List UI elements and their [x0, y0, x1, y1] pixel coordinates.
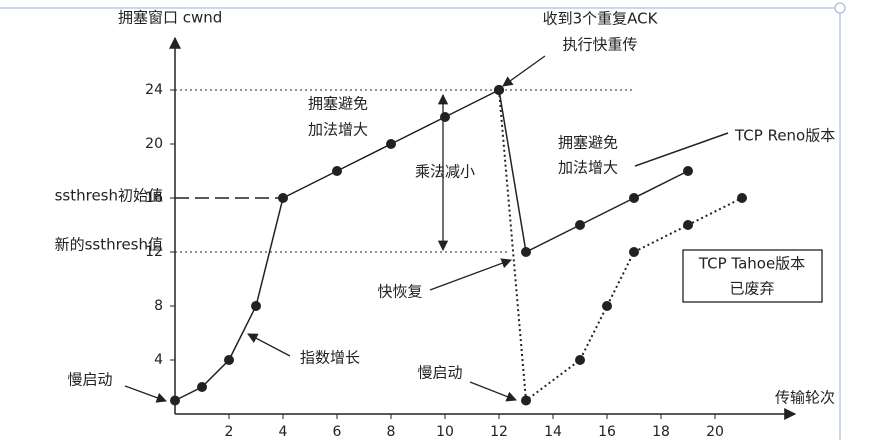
- annotation: 慢启动: [417, 364, 462, 382]
- y-tick-label: 12: [145, 244, 163, 260]
- annotation: 拥塞避免: [308, 95, 368, 113]
- annotation: 加法增大: [308, 121, 368, 139]
- x-tick-label: 14: [544, 424, 562, 440]
- data-point: [440, 112, 450, 122]
- y-tick-label: 4: [154, 352, 163, 368]
- legend-label: TCP Reno版本: [734, 127, 835, 145]
- data-point: [602, 301, 612, 311]
- data-point: [575, 220, 585, 230]
- arrow: [502, 55, 546, 87]
- data-point: [521, 395, 531, 406]
- x-tick-label: 8: [387, 424, 396, 440]
- annotation: 加法增大: [558, 159, 618, 177]
- x-tick-label: 6: [333, 424, 342, 440]
- reno-extension: [634, 132, 729, 167]
- arrow: [469, 381, 517, 402]
- annotation: 乘法减小: [415, 163, 475, 181]
- x-tick-label: 16: [598, 424, 616, 440]
- frame-handle: [834, 2, 846, 14]
- annotation: 慢启动: [67, 371, 112, 389]
- data-point: [683, 166, 693, 176]
- y-tick-label: 8: [154, 298, 163, 314]
- x-tick-label: 10: [436, 424, 454, 440]
- y-axis-label: 拥塞窗口 cwnd: [118, 9, 222, 27]
- data-point: [575, 355, 585, 365]
- data-point: [197, 382, 207, 392]
- series-line: [498, 89, 743, 403]
- annotation: 指数增长: [300, 349, 360, 367]
- annotation: 快恢复: [377, 283, 422, 301]
- data-point: [386, 139, 396, 149]
- tahoe-box: [682, 249, 823, 303]
- x-tick-label: 18: [652, 424, 670, 440]
- arrow: [247, 333, 291, 357]
- arrow: [124, 385, 167, 403]
- annotation: 收到3个重复ACK: [543, 10, 659, 28]
- annotation: 拥塞避免: [558, 134, 618, 152]
- x-axis-label: 传输轮次: [775, 389, 835, 407]
- arrow: [429, 258, 512, 291]
- x-tick-label: 12: [490, 424, 508, 440]
- data-point: [629, 193, 639, 203]
- data-point: [278, 193, 288, 203]
- y-tick-label: 24: [145, 82, 163, 98]
- y-tick-label: 20: [145, 136, 163, 152]
- data-point: [251, 301, 261, 311]
- x-tick-label: 4: [279, 424, 288, 440]
- data-point: [737, 193, 747, 203]
- annotation: ssthresh初始值: [55, 187, 163, 205]
- data-point: [170, 395, 180, 406]
- data-point: [224, 355, 234, 365]
- legend-label: TCP Tahoe版本: [698, 255, 805, 273]
- x-tick-label: 2: [225, 424, 234, 440]
- data-point: [521, 247, 531, 257]
- data-point: [629, 247, 639, 257]
- data-point: [683, 220, 693, 230]
- y-tick-label: 16: [145, 190, 163, 206]
- annotation: 执行快重传: [562, 36, 637, 54]
- x-tick-label: 20: [706, 424, 724, 440]
- annotation: 已废弃: [729, 280, 774, 298]
- data-point: [332, 166, 342, 176]
- data-point: [494, 85, 504, 95]
- annotation: 新的ssthresh值: [55, 236, 163, 254]
